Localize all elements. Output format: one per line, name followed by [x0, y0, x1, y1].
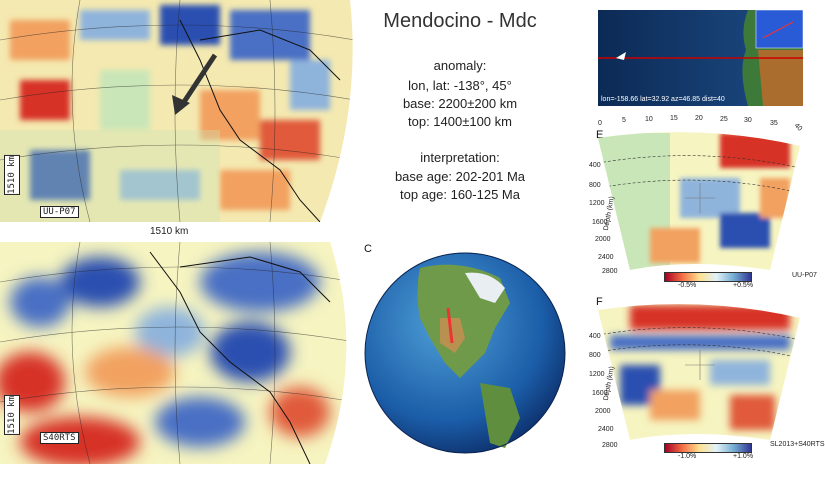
colorbar-e: [664, 272, 752, 282]
cross-section-f: [598, 304, 800, 440]
depth-tick-f-2000: 2000: [595, 408, 611, 415]
page-title: Mendocino - Mdc: [383, 10, 537, 32]
location-map-d: [598, 10, 803, 106]
interpretation-heading: interpretation:: [420, 150, 500, 165]
model-label-e: UU-P07: [792, 272, 817, 279]
depth-tick-e-2400: 2400: [598, 254, 614, 261]
cross-section-e: [598, 132, 800, 270]
depth-tag-b: 1510 km: [4, 395, 20, 435]
dist-tick-e-25: 25: [720, 116, 728, 123]
dist-tick-e-30: 30: [744, 117, 752, 124]
depth-tick-e-2000: 2000: [595, 236, 611, 243]
panel-label-f: F: [596, 296, 603, 308]
depth-tag-a: 1510 km: [4, 155, 20, 195]
tomography-map-b: [0, 242, 347, 464]
depth-tick-e-400: 400: [589, 162, 601, 169]
panel-label-c: C: [364, 243, 372, 255]
panel-label-e: E: [596, 129, 604, 141]
tomography-map-a: [0, 0, 353, 222]
depth-tick-e-1200: 1200: [589, 200, 605, 207]
colorbar-e-min: -0.5%: [678, 282, 697, 289]
depth-tick-f-800: 800: [589, 352, 601, 359]
depth-tick-e-1600: 1600: [592, 219, 608, 226]
interpretation-base-age: base age: 202-201 Ma: [394, 169, 526, 184]
scale-label-a: 1510 km: [150, 226, 189, 237]
depth-tick-f-1200: 1200: [589, 371, 605, 378]
anomaly-base: base: 2200±200 km: [402, 96, 518, 111]
colorbar-f-min: -1.0%: [678, 453, 697, 460]
dist-tick-e-15: 15: [670, 115, 678, 122]
depth-tick-f-2800: 2800: [602, 442, 618, 449]
depth-tick-e-800: 800: [589, 182, 601, 189]
colorbar-f-max: +1.0%: [733, 453, 754, 460]
dist-tick-e-5: 5: [622, 117, 626, 124]
dist-tick-e-35: 35: [770, 120, 778, 127]
dist-tick-e-10: 10: [645, 116, 653, 123]
depth-tick-e-2800: 2800: [602, 268, 618, 275]
depth-tick-f-1600: 1600: [592, 390, 608, 397]
dist-tick-e-20: 20: [695, 115, 703, 122]
model-tag-a: UU-P07: [40, 206, 79, 218]
dist-tick-e-0: 0: [598, 120, 602, 127]
colorbar-e-max: +0.5%: [733, 282, 754, 289]
anomaly-top: top: 1400±100 km: [408, 114, 512, 129]
colorbar-f: [664, 443, 752, 453]
coords-label-d: lon=-158.66 lat=32.92 az=46.85 dist=40: [601, 96, 725, 103]
anomaly-lonlat: lon, lat: -138°, 45°: [408, 78, 512, 93]
globe-c: [364, 252, 566, 454]
anomaly-heading: anomaly:: [433, 58, 487, 73]
model-tag-b: S40RTS: [40, 432, 79, 444]
depth-tick-f-2400: 2400: [598, 426, 614, 433]
model-label-f: SL2013+S40RTS: [770, 441, 825, 448]
interpretation-top-age: top age: 160-125 Ma: [400, 187, 520, 202]
depth-tick-f-400: 400: [589, 333, 601, 340]
